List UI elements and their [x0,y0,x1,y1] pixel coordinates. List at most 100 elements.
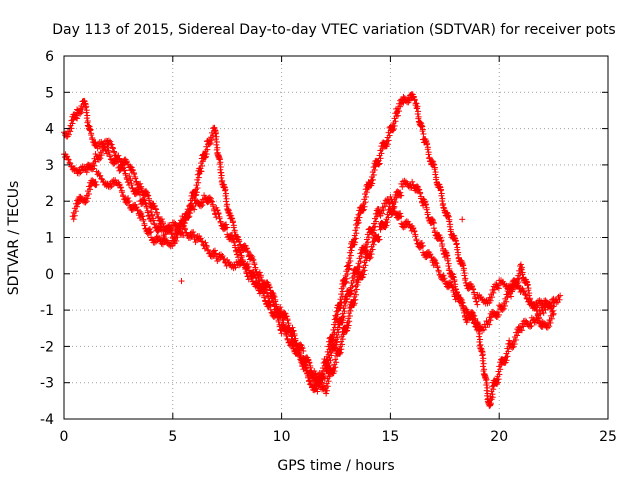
data-point [439,243,446,250]
data-point [128,181,135,188]
data-point [267,306,274,313]
data-point [138,185,145,192]
data-point [362,199,369,206]
data-point [418,120,425,127]
data-point [137,180,144,187]
data-point [67,160,74,167]
data-point [244,260,251,267]
data-point [419,128,426,135]
data-point [363,257,370,264]
data-point [440,204,447,211]
data-point [206,194,213,201]
data-point [458,257,465,264]
data-point [384,219,391,226]
data-point [542,297,549,304]
data-point [210,203,217,210]
data-point [150,217,157,224]
data-point [417,119,424,126]
data-point [97,155,104,162]
data-point [446,218,453,225]
x-tick-label: 0 [60,429,69,445]
y-axis-label: SDTVAR / TECUs [6,181,22,296]
data-point [446,267,453,274]
data-point [122,171,129,178]
data-point [422,201,429,208]
data-point [421,198,428,205]
data-point [437,187,444,194]
data-point [64,153,71,160]
data-point [140,196,147,203]
data-point [396,108,403,115]
data-point [326,373,333,380]
data-point [298,342,305,349]
data-point [219,252,226,259]
data-point [223,221,230,228]
data-point [432,176,439,183]
data-point [224,224,231,231]
data-point [217,169,224,176]
data-point [424,146,431,153]
data-point [376,236,383,243]
data-point [121,167,128,174]
data-point [425,151,432,158]
data-point [191,206,198,213]
data-point [72,111,79,118]
data-point-outlier [459,216,466,223]
data-point [167,227,174,234]
y-tick-label: -3 [40,376,54,392]
data-point [87,127,94,134]
data-point [127,177,134,184]
data-point [160,220,167,227]
y-tick-label: -1 [40,303,54,319]
data-point [418,123,425,130]
data-point [460,267,467,274]
data-point [521,288,528,295]
data-point [443,249,450,256]
data-point [158,227,165,234]
data-point [429,157,436,164]
data-point [371,167,378,174]
data-point [368,251,375,258]
data-point [449,270,456,277]
data-point [430,158,437,165]
data-point [352,235,359,242]
data-point [83,115,90,122]
data-point [473,298,480,305]
data-point [353,291,360,298]
data-point [348,247,355,254]
data-point [216,215,223,222]
data-point [333,359,340,366]
data-point [144,189,151,196]
data-point [415,115,422,122]
data-point [443,209,450,216]
data-point [471,291,478,298]
data-point [306,377,313,384]
data-point [223,198,230,205]
data-point [493,281,500,288]
data-point [346,262,353,269]
data-point [347,252,354,259]
data-point [438,238,445,245]
data-point [65,156,72,163]
data-point [386,132,393,139]
data-point [397,189,404,196]
data-point [376,160,383,167]
data-point [438,192,445,199]
data-point [98,152,105,159]
data-point [332,356,339,363]
data-point [325,378,332,385]
data-point [346,312,353,319]
data-point [151,202,158,209]
data-point [431,229,438,236]
data-point [83,109,90,116]
data-point [360,206,367,213]
data-point [459,262,466,269]
data-point [420,131,427,138]
data-point [363,189,370,196]
data-point [369,176,376,183]
data-point [423,141,430,148]
data-point [65,156,72,163]
data-point [347,258,354,265]
data-point [462,277,469,284]
data-point [190,229,197,236]
